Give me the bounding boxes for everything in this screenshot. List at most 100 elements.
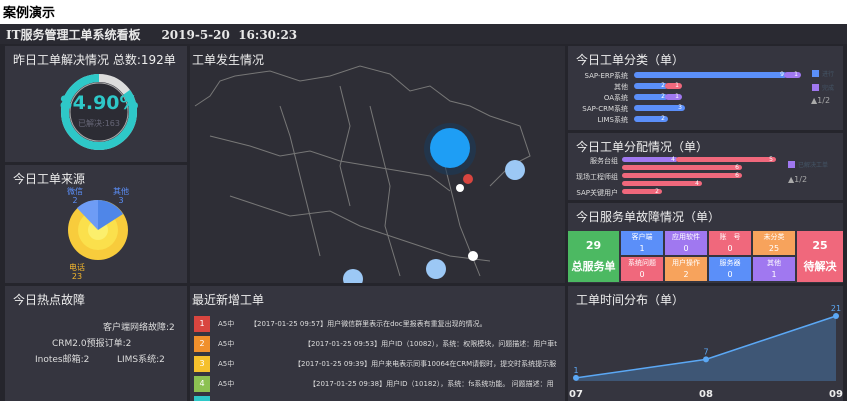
dashboard-header: IT服务管理工单系统看板 2019-5-20 16:30:23 [0, 24, 847, 44]
bar-segment[interactable]: 2 [634, 94, 668, 100]
bar-segment[interactable]: 1 [784, 72, 801, 78]
resolve-percent: 84.90% [59, 92, 139, 114]
bar-segment[interactable]: 2 [622, 189, 662, 195]
pie-slice-other [98, 200, 123, 230]
legend-phone: 电话 23 [69, 263, 85, 281]
assign-title: 今日工单分配情况（单） [576, 140, 709, 154]
fault-cell[interactable]: 系统问题 0 [621, 257, 663, 281]
assign-label: 服务台组 [590, 157, 618, 165]
bar-segment[interactable]: 2 [634, 83, 668, 89]
triangle-up-icon: ▲ [811, 96, 818, 105]
category-title: 今日工单分类（单） [576, 53, 685, 67]
legend-pager[interactable]: ▲1/2 [788, 175, 808, 184]
assign-panel: 今日工单分配情况（单） 服务台组 4 5 6 现场工程师组 6 4 SAP关键用户 2 已解决工… [568, 133, 843, 200]
bar-segment[interactable]: 4 [622, 157, 678, 163]
ticket-rank [194, 396, 210, 401]
fault-cell[interactable]: 未分类 25 [753, 231, 795, 255]
legend-label[interactable]: 完成 [822, 85, 835, 92]
bar-segment[interactable]: 1 [665, 94, 682, 100]
x-tick-label: 08 [699, 389, 713, 400]
fault-title: 今日服务单故障情况（单） [576, 210, 721, 224]
ticket-rank: 4 [194, 376, 210, 392]
bar-segment[interactable]: 2 [634, 116, 668, 122]
ticket-rank: 2 [194, 336, 210, 352]
pending-orders: 25 待解决 [797, 231, 843, 282]
category-label: 其他 [614, 83, 628, 91]
bar-segment[interactable]: 9 [634, 72, 787, 78]
ticket-text: 【2017-01-25 09:39】用户来电表示同事10064在CRM请假时，提… [294, 360, 557, 368]
dashboard: IT服务管理工单系统看板 2019-5-20 16:30:23 昨日工单解决情况… [0, 24, 847, 401]
category-label: LIMS系统 [597, 116, 628, 124]
map-bubble [505, 160, 525, 180]
hot-item: LIMS系统:2 [117, 355, 165, 365]
triangle-up-icon: ▲ [788, 175, 795, 184]
category-panel: 今日工单分类（单） SAP-ERP系统 9 1 其他 2 1 OA系统 2 1 SAP-CRM系统… [568, 46, 843, 130]
fault-cell[interactable]: 应用软件 0 [665, 231, 707, 255]
legend-wechat: 微信 2 [67, 187, 83, 205]
ticket-text: 【2017-01-25 09:38】用户ID（10182），系统：fs系统功能。… [309, 380, 554, 388]
ticket-rank: 3 [194, 356, 210, 372]
map-bubble [343, 269, 363, 283]
data-point [833, 313, 839, 319]
data-label: 1 [573, 366, 578, 375]
map-bubble [463, 174, 473, 184]
fault-cell[interactable]: 用户操作 2 [665, 257, 707, 281]
page-title: 案例演示 [3, 6, 56, 21]
bar-segment[interactable]: 1 [665, 83, 682, 89]
ticket-row[interactable]: 4 A5中 【2017-01-25 09:38】用户ID（10182），系统：f… [194, 376, 565, 393]
map-bubble [468, 251, 478, 261]
map-title: 工单发生情况 [192, 53, 265, 67]
ticket-row[interactable]: 2 A5中 【2017-01-25 09:53】用户ID（10082），系统：权… [194, 336, 565, 353]
fault-cell[interactable]: 客户端 1 [621, 231, 663, 255]
ticket-rank: 1 [194, 316, 210, 332]
x-tick-label: 09 [829, 389, 843, 400]
ticket-user: A5中 [218, 340, 235, 348]
assign-label: 现场工程师组 [576, 173, 618, 181]
resolve-donut [61, 74, 137, 150]
resolve-panel: 昨日工单解决情况 总数:192单 84.90% 已解决:163 [5, 46, 187, 162]
recent-title: 最近新增工单 [192, 293, 265, 307]
china-map [194, 65, 531, 283]
map-bubble [430, 128, 470, 168]
ticket-row[interactable]: 3 A5中 【2017-01-25 09:39】用户来电表示同事10064在CR… [194, 356, 565, 373]
legend-pager[interactable]: ▲1/2 [811, 96, 831, 105]
bar-segment[interactable]: 6 [622, 173, 742, 179]
map-panel: 工单发生情况 [190, 46, 565, 283]
data-point [703, 356, 709, 363]
hot-title: 今日热点故障 [13, 293, 86, 307]
datetime: 2019-5-20 16:30:23 [161, 28, 298, 42]
bar-segment[interactable]: 5 [676, 157, 776, 163]
fault-cell[interactable]: 服务器 0 [709, 257, 751, 281]
bar-segment[interactable]: 6 [622, 165, 742, 171]
map-bubble [426, 259, 446, 279]
category-label: SAP-CRM系统 [582, 105, 628, 113]
timeline-panel: 工单时间分布（单） 1 07 7 08 21 09 [568, 286, 843, 401]
source-title: 今日工单来源 [13, 172, 86, 186]
ticket-row[interactable]: 1 A5中 【2017-01-25 09:57】用户微信群里表示在doc里报表有… [194, 316, 565, 333]
category-label: SAP-ERP系统 [584, 72, 628, 80]
hot-panel: 今日热点故障 客户端网络故障:2 CRM2.0预报订单:2 Inotes邮箱:2… [5, 286, 187, 401]
timeline-chart: 1 07 7 08 21 09 [569, 304, 843, 400]
ticket-user: A5中 [218, 360, 235, 368]
system-title: IT服务管理工单系统看板 [6, 28, 141, 42]
legend-swatch [812, 70, 819, 77]
map-bubble [456, 184, 464, 192]
ticket-text: 【2017-01-25 09:57】用户微信群里表示在doc里报表有重复出现的情… [250, 320, 487, 328]
pie-slice-wechat [77, 199, 98, 230]
hot-item: 客户端网络故障:2 [103, 323, 175, 333]
hot-item: CRM2.0预报订单:2 [52, 339, 132, 349]
ticket-user: A5中 [218, 320, 235, 328]
bar-segment[interactable]: 3 [634, 105, 685, 111]
fault-cell[interactable]: 其他 1 [753, 257, 795, 281]
data-point [573, 374, 579, 381]
legend-label[interactable]: 已解决工单 [798, 162, 829, 169]
resolved-count: 已解决:163 [78, 119, 120, 128]
ticket-user: A5中 [218, 380, 235, 388]
source-panel: 今日工单来源 微信 2 其他 3 电话 23 [5, 165, 187, 283]
bar-segment[interactable]: 4 [622, 181, 702, 187]
total-orders: 29 总服务单 [568, 231, 619, 282]
legend-label[interactable]: 进行 [822, 71, 835, 78]
area-fill [576, 316, 836, 381]
assign-label: SAP关键用户 [576, 189, 618, 197]
